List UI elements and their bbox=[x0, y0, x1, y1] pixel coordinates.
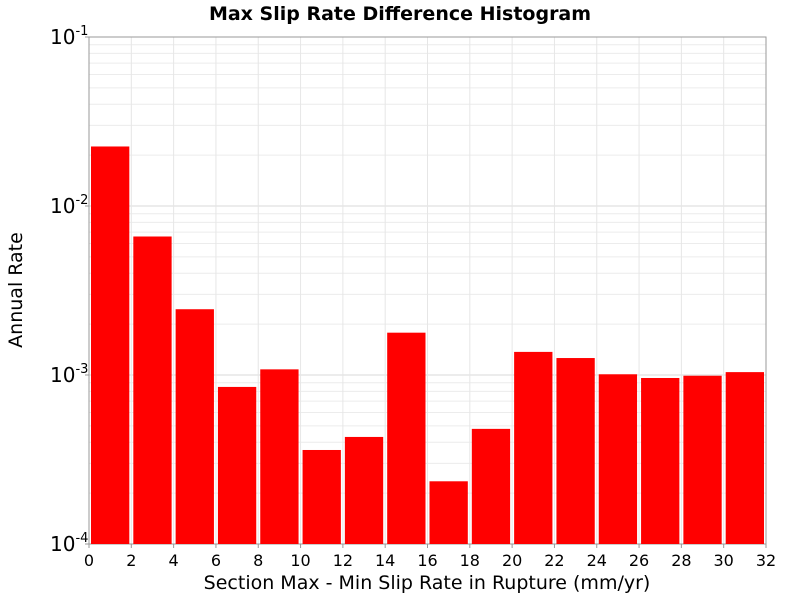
bar-14 bbox=[683, 375, 722, 544]
x-tick-label: 10 bbox=[290, 551, 310, 570]
bar-2 bbox=[175, 309, 214, 544]
x-tick-label: 18 bbox=[460, 551, 480, 570]
bar-0 bbox=[91, 146, 130, 545]
bar-3 bbox=[217, 386, 257, 544]
y-axis-ticks: 10-1 10-2 10-3 10-4 bbox=[50, 24, 89, 556]
y-tick-label: 10-4 bbox=[50, 531, 88, 556]
x-axis-label: Section Max - Min Slip Rate in Rupture (… bbox=[204, 572, 651, 594]
x-tick-label: 6 bbox=[211, 551, 221, 570]
bar-4 bbox=[260, 369, 299, 544]
bar-1 bbox=[133, 236, 172, 544]
y-tick-label: 10-3 bbox=[50, 362, 88, 387]
bar-13 bbox=[641, 377, 680, 544]
x-tick-label: 4 bbox=[169, 551, 179, 570]
x-tick-label: 2 bbox=[126, 551, 136, 570]
x-tick-label: 26 bbox=[629, 551, 649, 570]
x-tick-label: 14 bbox=[375, 551, 395, 570]
x-tick-label: 20 bbox=[502, 551, 522, 570]
bar-10 bbox=[514, 351, 553, 544]
chart-title: Max Slip Rate Difference Histogram bbox=[209, 3, 591, 25]
bar-9 bbox=[471, 428, 511, 544]
bar-12 bbox=[598, 374, 638, 544]
x-tick-label: 32 bbox=[756, 551, 776, 570]
bar-5 bbox=[302, 449, 341, 544]
x-tick-label: 22 bbox=[544, 551, 564, 570]
bar-8 bbox=[429, 481, 468, 544]
bars bbox=[91, 146, 764, 545]
x-tick-label: 30 bbox=[714, 551, 734, 570]
bar-7 bbox=[387, 332, 426, 544]
x-tick-label: 12 bbox=[333, 551, 353, 570]
x-tick-label: 8 bbox=[253, 551, 263, 570]
x-tick-label: 0 bbox=[84, 551, 94, 570]
x-tick-label: 24 bbox=[587, 551, 607, 570]
y-tick-label: 10-2 bbox=[50, 193, 88, 218]
x-tick-label: 16 bbox=[417, 551, 437, 570]
bar-6 bbox=[344, 436, 384, 544]
y-axis-label: Annual Rate bbox=[5, 232, 27, 348]
bar-11 bbox=[556, 358, 595, 544]
x-tick-label: 28 bbox=[671, 551, 691, 570]
x-axis-ticks: 0 2 4 6 8 10 12 14 16 18 20 22 24 26 28 30 32 bbox=[84, 544, 776, 570]
y-tick-label: 10-1 bbox=[50, 24, 88, 49]
bar-15 bbox=[725, 372, 764, 544]
